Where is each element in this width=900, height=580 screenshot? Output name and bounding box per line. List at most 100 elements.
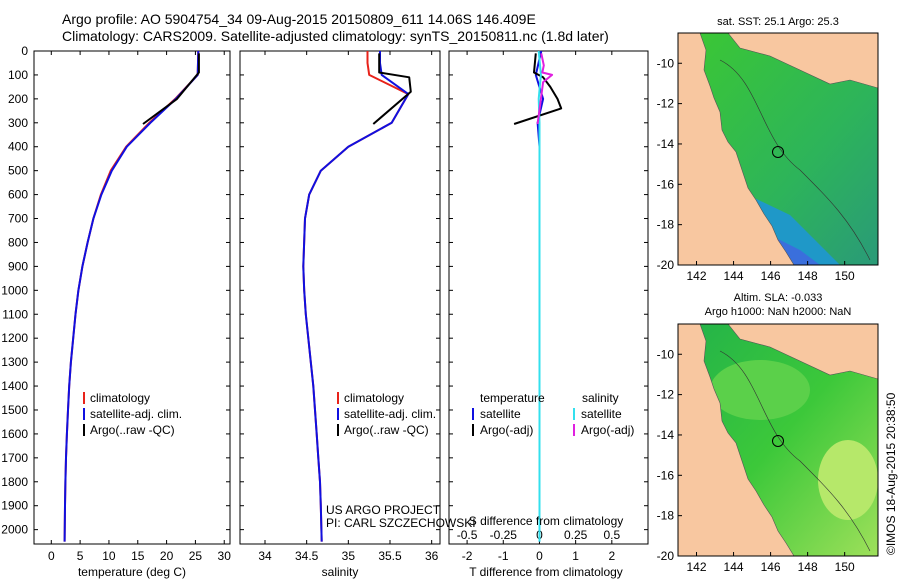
- difference-panel: -2 -1 0 1 2-0.5 -0.25 0 0.25 0.5 S difference fr…: [448, 50, 649, 579]
- depth-tick-label: 700: [8, 212, 28, 226]
- legend-label-argo: Argo(..raw -QC): [90, 423, 175, 437]
- sla-contour: [719, 350, 871, 552]
- sla-map-lon-label: 146: [761, 560, 781, 574]
- salinity-axis-label: salinity: [322, 565, 359, 579]
- t-difference-axis-label: T difference from climatology: [469, 565, 623, 579]
- sla-map-lat-label: -16: [657, 468, 675, 482]
- temperature-axis-label: temperature (deg C): [78, 565, 186, 579]
- sst-map: sat. SST: 25.1 Argo: 25.3 142 144 146 148 15…: [657, 16, 879, 283]
- difference-t-tick-label: 1: [572, 549, 579, 563]
- salinity-satellite-line: [302, 51, 410, 542]
- temperature-legend: climatology satellite-adj. clim. Argo(..…: [83, 391, 182, 437]
- sla-map-lon-label: 148: [798, 560, 818, 574]
- depth-tick-label: 400: [8, 140, 28, 154]
- sst-map-frame: [677, 32, 879, 266]
- sla-map-title-1: Altim. SLA: -0.033: [734, 292, 823, 304]
- difference-t-tick-label: -2: [462, 549, 473, 563]
- difference-plot-frame: [448, 50, 649, 545]
- project-annotation: US ARGO PROJECT: [326, 503, 441, 517]
- sla-map-lon-label: 144: [724, 560, 744, 574]
- difference-legend: temperature salinity satellite Argo(-adj…: [472, 391, 634, 437]
- depth-tick-label: 800: [8, 235, 28, 249]
- sst-contour: [719, 59, 871, 261]
- temperature-series: [63, 50, 200, 542]
- depth-tick-label: 1300: [1, 355, 28, 369]
- sla-high-anomaly: [818, 440, 878, 520]
- sla-land-png: [727, 324, 878, 380]
- salinity-legend: climatology satellite-adj. clim. Argo(..…: [337, 391, 436, 437]
- temperature-x-tick-label: 5: [77, 549, 84, 563]
- depth-tick-label: 900: [8, 259, 28, 273]
- temperature-x-tick-label: 15: [131, 549, 145, 563]
- depth-tick-label: 1100: [2, 307, 28, 321]
- temperature-x-tick-label: 30: [218, 549, 232, 563]
- figure-title-line-1: Argo profile: AO 5904754_34 09-Aug-2015 …: [62, 11, 536, 27]
- salinity-argo-line: [372, 53, 412, 125]
- s-difference-axis-label: S difference from climatology: [469, 514, 624, 528]
- legend-title-salinity: salinity: [582, 391, 619, 405]
- depth-tick-label: 1200: [1, 331, 28, 345]
- temperature-panel: 0100200300400500600700800900100011001200…: [1, 44, 648, 579]
- legend-label-satellite: satellite-adj. clim.: [90, 407, 182, 421]
- legend-label-temp-satellite: satellite: [480, 407, 521, 421]
- temperature-x-axis: 0 5 10 15 20 25 30: [48, 51, 231, 563]
- sst-map-lat-label: -10: [657, 56, 675, 70]
- depth-tick-label: 1900: [1, 499, 28, 513]
- difference-s-tick-label: 0.25: [564, 528, 588, 542]
- sst-argo-marker: [772, 146, 784, 158]
- sst-land-australia: [678, 33, 795, 265]
- depth-tick-label: 500: [8, 164, 28, 178]
- legend-label-climatology: climatology: [344, 391, 404, 405]
- salinity-x-tick-label: 34: [258, 549, 272, 563]
- sla-map-lat-label: -10: [657, 347, 675, 361]
- sla-map: Altim. SLA: -0.033 Argo h1000: NaN h2000…: [657, 292, 879, 574]
- legend-label-climatology: climatology: [90, 391, 150, 405]
- sst-map-lat-label: -20: [657, 258, 675, 272]
- depth-tick-label: 2000: [1, 523, 28, 537]
- depth-tick-label: 100: [8, 68, 28, 82]
- sla-map-lat-label: -12: [657, 388, 675, 402]
- sst-map-title: sat. SST: 25.1 Argo: 25.3: [717, 16, 839, 28]
- difference-series: [513, 50, 563, 542]
- salinity-plot-frame: [239, 50, 441, 545]
- sst-map-lon-label: 144: [724, 269, 744, 283]
- figure-title-line-2: Climatology: CARS2009. Satellite-adjuste…: [62, 28, 609, 44]
- diff-sal-satellite-line: [537, 50, 542, 542]
- sla-map-axes: 142 144 146 148 150 -10 -12 -14 -16 -18 -20: [657, 347, 855, 574]
- difference-x-axis: -2 -1 0 1 2-0.5 -0.25 0 0.25 0.5: [457, 51, 620, 563]
- sst-land-png: [727, 33, 878, 89]
- sst-map-lon-label: 150: [835, 269, 855, 283]
- temperature-x-tick-label: 10: [102, 549, 116, 563]
- temperature-x-tick-label: 0: [48, 549, 55, 563]
- legend-label-satellite: satellite-adj. clim.: [344, 407, 436, 421]
- sst-map-axes: 142 144 146 148 150 -10 -12 -14 -16 -18 -20: [657, 56, 855, 283]
- sst-map-lat-label: -12: [657, 97, 675, 111]
- temperature-x-tick-label: 20: [160, 549, 174, 563]
- difference-s-tick-label: -0.25: [490, 528, 518, 542]
- depth-tick-label: 0: [21, 44, 28, 58]
- salinity-x-axis: 34 34.5 35 35.5 36: [258, 51, 439, 563]
- depth-tick-label: 300: [8, 116, 28, 130]
- legend-label-temp-argo: Argo(-adj): [480, 423, 533, 437]
- temperature-argo-line: [142, 53, 200, 125]
- sla-map-frame: [677, 323, 879, 557]
- diff-sal-argo-line: [536, 53, 554, 125]
- salinity-x-tick-label: 34.5: [295, 549, 319, 563]
- temperature-satellite-line: [63, 50, 200, 542]
- depth-tick-label: 1000: [1, 283, 28, 297]
- legend-label-sal-satellite: satellite: [581, 407, 622, 421]
- sla-map-lon-label: 142: [687, 560, 707, 574]
- sla-mid-anomaly: [710, 360, 810, 420]
- depth-tick-label: 1600: [1, 427, 28, 441]
- sla-map-lon-label: 150: [835, 560, 855, 574]
- depth-tick-label: 200: [8, 92, 28, 106]
- salinity-panel: 34 34.5 35 35.5 36 salinity climatology sate…: [239, 50, 476, 579]
- depth-tick-label: 1700: [1, 451, 28, 465]
- salinity-series: [302, 51, 412, 542]
- diff-temp-argo-line: [513, 53, 563, 125]
- difference-s-tick-label: -0.5: [457, 528, 478, 542]
- sla-map-lat-label: -18: [657, 509, 675, 523]
- sst-map-lat-label: -18: [657, 218, 675, 232]
- temperature-x-tick-label: 25: [189, 549, 203, 563]
